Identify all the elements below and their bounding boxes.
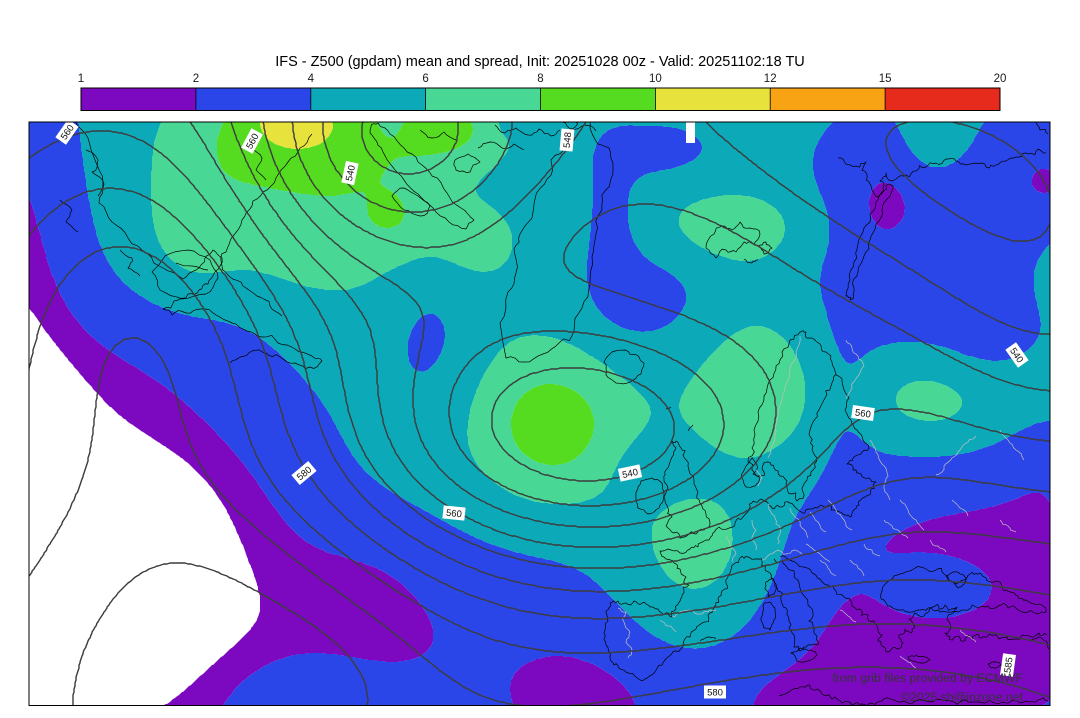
svg-text:540: 540 [621, 467, 639, 481]
svg-text:4: 4 [308, 73, 315, 85]
svg-text:©2025 sb@irizone.net: ©2025 sb@irizone.net [901, 690, 1024, 704]
svg-text:IFS - Z500 (gpdam) mean and sp: IFS - Z500 (gpdam) mean and spread, Init… [275, 54, 805, 70]
svg-text:548: 548 [562, 132, 574, 149]
svg-text:2: 2 [193, 73, 199, 85]
svg-text:15: 15 [879, 73, 892, 85]
svg-text:540: 540 [344, 164, 358, 182]
svg-text:560: 560 [445, 508, 462, 521]
svg-text:1: 1 [78, 73, 84, 85]
svg-text:from grib files provided by EC: from grib files provided by ECMWF [832, 671, 1023, 685]
svg-text:560: 560 [854, 407, 871, 420]
svg-text:20: 20 [994, 73, 1007, 85]
svg-text:580: 580 [707, 688, 723, 699]
svg-text:8: 8 [537, 73, 543, 85]
svg-text:12: 12 [764, 73, 777, 85]
svg-text:10: 10 [649, 73, 662, 85]
svg-text:585: 585 [1002, 657, 1015, 674]
svg-text:6: 6 [422, 73, 428, 85]
